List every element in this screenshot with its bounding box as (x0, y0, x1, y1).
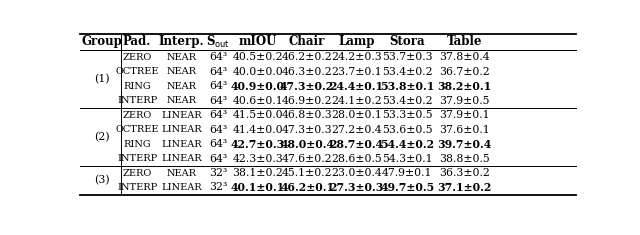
Text: 47.9±0.1: 47.9±0.1 (382, 168, 433, 178)
Text: 23.0±0.4: 23.0±0.4 (332, 168, 382, 178)
Text: 46.2±0.1: 46.2±0.1 (280, 182, 334, 193)
Text: NEAR: NEAR (166, 82, 196, 91)
Text: 37.9±0.1: 37.9±0.1 (439, 110, 490, 120)
Text: 53.6±0.5: 53.6±0.5 (382, 125, 433, 135)
Text: INTERP: INTERP (117, 154, 157, 163)
Text: 48.0±0.4: 48.0±0.4 (280, 139, 334, 150)
Text: 27.2±0.4: 27.2±0.4 (332, 125, 382, 135)
Text: 53.4±0.2: 53.4±0.2 (382, 67, 433, 77)
Text: 24.4±0.1: 24.4±0.1 (330, 81, 384, 92)
Text: 53.4±0.2: 53.4±0.2 (382, 96, 433, 106)
Text: LINEAR: LINEAR (161, 125, 202, 134)
Text: 47.3±0.3: 47.3±0.3 (282, 125, 333, 135)
Text: mIOU: mIOU (238, 35, 276, 48)
Text: INTERP: INTERP (117, 183, 157, 192)
Text: 54.3±0.1: 54.3±0.1 (382, 153, 433, 164)
Text: (2): (2) (94, 132, 109, 142)
Text: 36.3±0.2: 36.3±0.2 (439, 168, 490, 178)
Text: 42.3±0.3: 42.3±0.3 (232, 153, 283, 164)
Text: NEAR: NEAR (166, 96, 196, 105)
Text: 27.3±0.3: 27.3±0.3 (330, 182, 384, 193)
Text: NEAR: NEAR (166, 168, 196, 177)
Text: 40.9±0.0: 40.9±0.0 (230, 81, 285, 92)
Text: 39.7±0.4: 39.7±0.4 (437, 139, 492, 150)
Text: 24.1±0.2: 24.1±0.2 (332, 96, 382, 106)
Text: 38.1±0.2: 38.1±0.2 (232, 168, 283, 178)
Text: 37.1±0.2: 37.1±0.2 (437, 182, 492, 193)
Text: LINEAR: LINEAR (161, 111, 202, 120)
Text: 53.8±0.1: 53.8±0.1 (380, 81, 435, 92)
Text: Chair: Chair (289, 35, 325, 48)
Text: RING: RING (124, 82, 151, 91)
Text: 49.7±0.5: 49.7±0.5 (380, 182, 435, 193)
Text: LINEAR: LINEAR (161, 140, 202, 149)
Text: Interp.: Interp. (159, 35, 205, 48)
Text: 40.6±0.1: 40.6±0.1 (232, 96, 283, 106)
Text: RING: RING (124, 140, 151, 149)
Text: 40.0±0.0: 40.0±0.0 (232, 67, 283, 77)
Text: 32³: 32³ (209, 182, 227, 192)
Text: Table: Table (447, 35, 482, 48)
Text: 64³: 64³ (209, 52, 227, 63)
Text: 32³: 32³ (209, 168, 227, 178)
Text: 53.3±0.5: 53.3±0.5 (382, 110, 433, 120)
Text: 64³: 64³ (209, 96, 227, 106)
Text: NEAR: NEAR (166, 67, 196, 76)
Text: 46.2±0.2: 46.2±0.2 (282, 52, 333, 63)
Text: 40.1±0.1: 40.1±0.1 (230, 182, 285, 193)
Text: 37.6±0.1: 37.6±0.1 (439, 125, 490, 135)
Text: 64³: 64³ (209, 125, 227, 135)
Text: (1): (1) (94, 74, 109, 84)
Text: 53.7±0.3: 53.7±0.3 (382, 52, 433, 63)
Text: OCTREE: OCTREE (115, 125, 159, 134)
Text: 47.3±0.2: 47.3±0.2 (280, 81, 334, 92)
Text: 28.7±0.4: 28.7±0.4 (330, 139, 384, 150)
Text: 46.8±0.3: 46.8±0.3 (282, 110, 333, 120)
Text: Group: Group (81, 35, 122, 48)
Text: 24.2±0.3: 24.2±0.3 (332, 52, 382, 63)
Text: 64³: 64³ (209, 153, 227, 164)
Text: (3): (3) (94, 175, 109, 185)
Text: INTERP: INTERP (117, 96, 157, 105)
Text: 38.2±0.1: 38.2±0.1 (437, 81, 492, 92)
Text: 46.9±0.2: 46.9±0.2 (282, 96, 333, 106)
Text: 46.3±0.2: 46.3±0.2 (282, 67, 333, 77)
Text: 47.6±0.2: 47.6±0.2 (282, 153, 333, 164)
Text: 64³: 64³ (209, 110, 227, 120)
Text: 42.7±0.3: 42.7±0.3 (230, 139, 285, 150)
Text: 37.8±0.4: 37.8±0.4 (439, 52, 490, 63)
Text: 28.0±0.1: 28.0±0.1 (332, 110, 382, 120)
Text: 41.4±0.0: 41.4±0.0 (232, 125, 283, 135)
Text: NEAR: NEAR (166, 53, 196, 62)
Text: ZERO: ZERO (122, 168, 152, 177)
Text: 45.1±0.2: 45.1±0.2 (282, 168, 333, 178)
Text: Stora: Stora (390, 35, 425, 48)
Text: LINEAR: LINEAR (161, 154, 202, 163)
Text: 40.5±0.2: 40.5±0.2 (232, 52, 283, 63)
Text: ZERO: ZERO (122, 111, 152, 120)
Text: 64³: 64³ (209, 81, 227, 91)
Text: 37.9±0.5: 37.9±0.5 (439, 96, 490, 106)
Text: Pad.: Pad. (123, 35, 151, 48)
Text: Lamp: Lamp (339, 35, 375, 48)
Text: LINEAR: LINEAR (161, 183, 202, 192)
Text: ZERO: ZERO (122, 53, 152, 62)
Text: 36.7±0.2: 36.7±0.2 (439, 67, 490, 77)
Text: 38.8±0.5: 38.8±0.5 (439, 153, 490, 164)
Text: 64³: 64³ (209, 139, 227, 149)
Text: 54.4±0.2: 54.4±0.2 (380, 139, 435, 150)
Text: 64³: 64³ (209, 67, 227, 77)
Text: OCTREE: OCTREE (115, 67, 159, 76)
Text: S$_{\mathrm{out}}$: S$_{\mathrm{out}}$ (206, 34, 230, 50)
Text: 23.7±0.1: 23.7±0.1 (332, 67, 382, 77)
Text: 28.6±0.5: 28.6±0.5 (332, 153, 382, 164)
Text: 41.5±0.0: 41.5±0.0 (232, 110, 283, 120)
